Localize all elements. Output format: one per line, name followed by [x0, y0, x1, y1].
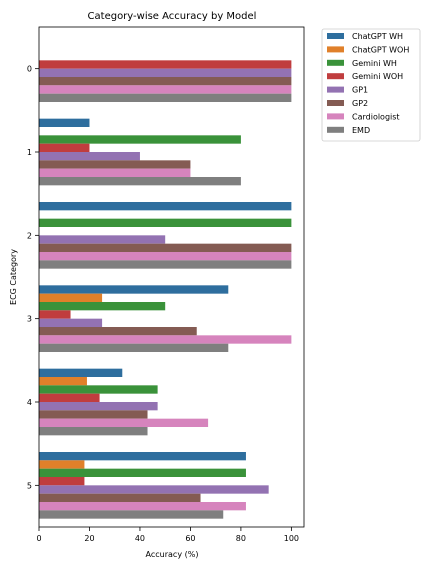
- bar: [39, 493, 201, 502]
- legend-label: Cardiologist: [352, 112, 400, 121]
- bar: [39, 385, 158, 394]
- bar: [39, 510, 224, 519]
- legend-frame: [321, 28, 421, 142]
- bar: [39, 77, 292, 86]
- bar: [39, 368, 123, 377]
- bar: [39, 310, 71, 319]
- bar: [39, 318, 103, 327]
- y-tick-label: 0: [27, 65, 32, 74]
- x-tick-label: 60: [185, 534, 195, 543]
- bar: [39, 243, 292, 252]
- y-tick-label: 3: [27, 315, 32, 324]
- x-tick-label: 80: [236, 534, 246, 543]
- bar: [39, 335, 292, 344]
- bar: [39, 293, 103, 302]
- plot-frame: [38, 26, 305, 528]
- legend-label: Gemini WOH: [352, 72, 403, 81]
- bar: [39, 452, 246, 461]
- bar: [39, 502, 246, 511]
- legend-label: ChatGPT WH: [352, 32, 403, 41]
- y-axis-label: ECG Category: [9, 249, 18, 305]
- legend-label: EMD: [352, 126, 370, 135]
- legend: ChatGPT WH ChatGPT WOH Gemini WH Gemini WOH…: [321, 28, 421, 142]
- bar: [39, 285, 229, 294]
- x-axis-label: Accuracy (%): [146, 550, 199, 559]
- legend-swatch: [327, 113, 344, 120]
- legend-label: ChatGPT WOH: [352, 45, 409, 54]
- legend-swatch: [327, 73, 344, 80]
- bar: [39, 143, 90, 152]
- bar: [39, 177, 241, 186]
- legend-swatch: [327, 46, 344, 53]
- bar: [39, 202, 292, 211]
- bar: [39, 302, 166, 311]
- legend-swatch: [327, 126, 344, 133]
- legend-label: Gemini WH: [352, 59, 397, 68]
- bar: [39, 418, 209, 427]
- bar: [39, 460, 85, 469]
- chart-title: Category-wise Accuracy by Model: [88, 11, 257, 22]
- x-tick-label: 40: [135, 534, 145, 543]
- y-axis-ticks: 0 1 2 3 4 5: [27, 65, 39, 490]
- bar: [39, 410, 148, 419]
- legend-label: GP1: [352, 86, 368, 95]
- x-tick-label: 100: [284, 534, 299, 543]
- legend-swatch: [327, 59, 344, 66]
- bar: [39, 135, 241, 144]
- bar: [39, 168, 191, 177]
- bar: [39, 68, 292, 77]
- y-tick-label: 5: [27, 481, 32, 490]
- legend-swatch: [327, 100, 344, 106]
- bar: [39, 343, 229, 352]
- bar: [39, 260, 292, 269]
- bar: [39, 393, 100, 402]
- x-tick-label: 20: [84, 534, 94, 543]
- bar: [39, 485, 269, 494]
- x-tick-label: 0: [36, 534, 41, 543]
- bar: [39, 152, 140, 161]
- bar: [39, 377, 87, 386]
- bar: [39, 118, 90, 127]
- bar: [39, 252, 292, 261]
- bar: [39, 402, 158, 411]
- y-tick-label: 2: [27, 231, 32, 240]
- bar: [39, 93, 292, 102]
- bar: [39, 160, 191, 169]
- bar: [39, 235, 166, 244]
- bar: [39, 427, 148, 436]
- bars-group: [39, 60, 292, 519]
- bar: [39, 477, 85, 486]
- bar: [39, 85, 292, 94]
- bar: [39, 327, 197, 336]
- legend-label: GP2: [352, 99, 368, 108]
- y-tick-label: 1: [27, 148, 32, 157]
- bar: [39, 468, 246, 477]
- bar: [39, 60, 292, 69]
- legend-swatch: [327, 86, 344, 93]
- x-axis-ticks: 0 20 40 60 80 100: [36, 527, 299, 543]
- legend-swatch: [327, 33, 344, 39]
- bar: [39, 218, 292, 227]
- y-tick-label: 4: [27, 398, 32, 407]
